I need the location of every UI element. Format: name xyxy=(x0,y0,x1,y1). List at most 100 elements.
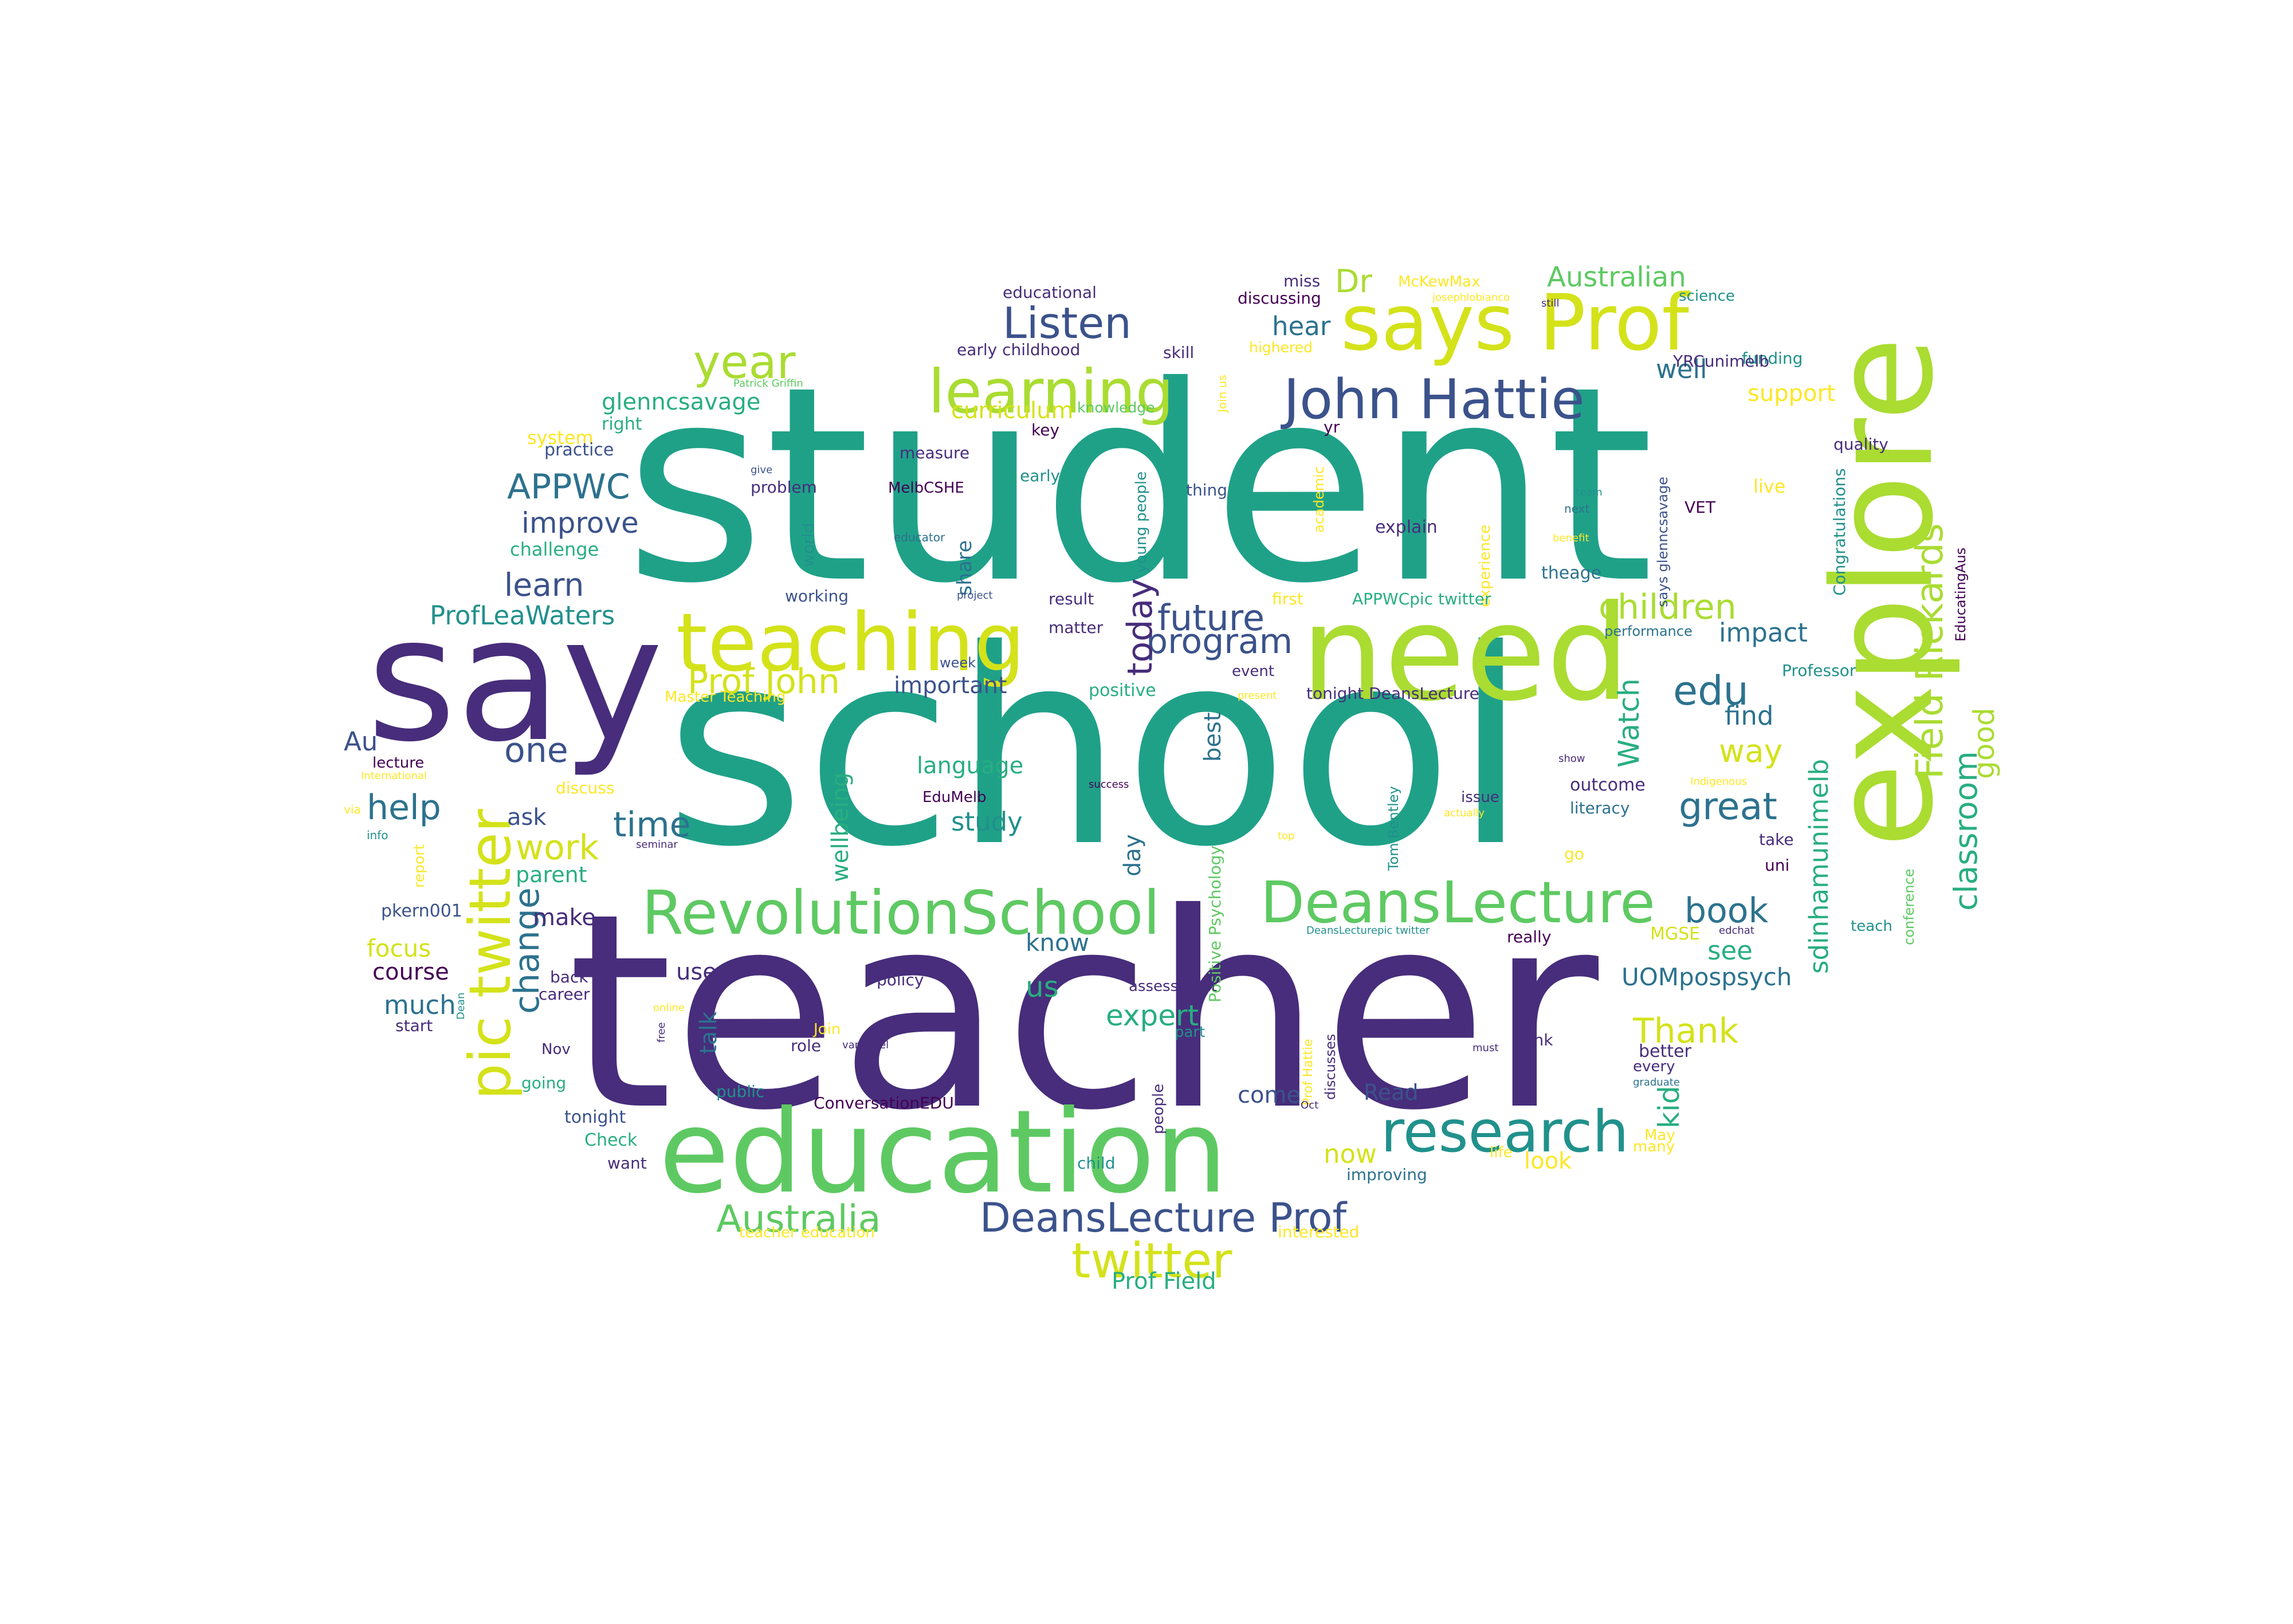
word-quality: quality xyxy=(1833,435,1888,454)
word-part: part xyxy=(1175,1024,1205,1041)
word-now: now xyxy=(1324,1139,1377,1169)
word-early-childhood: early childhood xyxy=(957,340,1080,359)
word-best: best xyxy=(1200,712,1226,762)
word-yrcunimelb: YRCunimelb xyxy=(1672,352,1769,371)
word-thing: thing xyxy=(1186,481,1227,500)
word-year: year xyxy=(693,336,796,389)
word-international: International xyxy=(361,770,427,782)
word-show: show xyxy=(1558,753,1585,765)
word-learning: learning xyxy=(928,357,1173,427)
word-kid: kid xyxy=(1652,1086,1686,1128)
word-au: Au xyxy=(344,726,378,757)
word-next: next xyxy=(1564,502,1589,516)
word-learn: learn xyxy=(504,567,584,603)
word-actually: actually xyxy=(1444,807,1485,819)
word-knowledge: knowledge xyxy=(1077,399,1155,416)
word-child: child xyxy=(1077,1154,1115,1173)
word-teacher: teacher xyxy=(567,856,1601,1169)
word-deanslecturepic-twitter: DeansLecturepic twitter xyxy=(1306,925,1430,937)
word-profleawaters: ProfLeaWaters xyxy=(430,600,615,631)
word-make: make xyxy=(533,905,596,931)
word-practice: practice xyxy=(544,440,614,460)
word-student: student xyxy=(625,329,1654,642)
word-edchat: edchat xyxy=(1719,925,1754,937)
word-impact: impact xyxy=(1719,618,1808,648)
word-future: future xyxy=(1157,597,1265,639)
word-look: look xyxy=(1524,1148,1572,1174)
word-watch: Watch xyxy=(1612,678,1646,768)
word-success: success xyxy=(1089,778,1129,791)
word-skill: skill xyxy=(1163,343,1194,362)
word-parent: parent xyxy=(516,862,587,887)
word-think: think xyxy=(1513,1031,1553,1049)
word-every: every xyxy=(1633,1058,1675,1075)
word-curriculum: curriculum xyxy=(951,398,1073,424)
word-funding: funding xyxy=(1742,349,1803,368)
word-know: know xyxy=(1026,929,1089,957)
word-yr: yr xyxy=(1324,418,1340,437)
word-sdinhamunimelb: sdinhamunimelb xyxy=(1804,759,1834,974)
word-project: project xyxy=(957,589,992,601)
word-master-teaching: Master Teaching xyxy=(665,689,786,706)
word-problem: problem xyxy=(751,478,817,497)
word-classroom: classroom xyxy=(1948,751,1984,911)
word-key: key xyxy=(1031,420,1059,439)
word-australia: Australia xyxy=(716,1198,881,1241)
word-discussing: discussing xyxy=(1238,289,1321,308)
word-explore: explore xyxy=(1803,337,1964,848)
word-prof-john: Prof John xyxy=(688,662,840,702)
word-glenncsavage: glenncsavage xyxy=(602,389,760,415)
word-good: good xyxy=(1968,707,2001,779)
word-support: support xyxy=(1748,380,1836,407)
word-edumelb: EduMelb xyxy=(922,789,987,806)
word-result: result xyxy=(1049,589,1094,608)
word-dean: Dean xyxy=(455,993,467,1020)
word-educational: educational xyxy=(1003,283,1097,302)
word-may: May xyxy=(1644,1127,1675,1144)
word-hear: hear xyxy=(1272,311,1331,341)
word-going: going xyxy=(521,1074,566,1092)
word-tonight-deanslecture: tonight DeansLecture xyxy=(1306,684,1479,703)
word-today: today xyxy=(1120,578,1160,676)
word-positive: positive xyxy=(1089,681,1156,701)
word-talk: talk xyxy=(696,1011,722,1054)
word-oct: Oct xyxy=(1301,1099,1318,1111)
word-live: live xyxy=(1753,475,1785,497)
word-online: online xyxy=(653,1002,685,1014)
word-teacher-education: teacher education xyxy=(739,1224,875,1241)
word-twitter: twitter xyxy=(1071,1233,1232,1289)
word-better: better xyxy=(1639,1041,1691,1061)
word-edu: edu xyxy=(1673,667,1749,714)
word-time: time xyxy=(613,805,691,845)
word-day: day xyxy=(1120,834,1146,876)
word-listen: Listen xyxy=(1003,298,1132,348)
word-use: use xyxy=(676,959,717,985)
word-appwcpic-twitter: APPWCpic twitter xyxy=(1352,589,1491,608)
word-deanslecture: DeansLecture xyxy=(1261,869,1655,936)
word-matter: matter xyxy=(1049,618,1104,637)
word-prof-field: Prof Field xyxy=(1112,1268,1216,1295)
word-study: study xyxy=(951,807,1023,837)
word-ask: ask xyxy=(507,804,547,831)
word-present: present xyxy=(1238,690,1277,702)
word-josephlobianco: josephlobianco xyxy=(1432,292,1510,304)
word-need: need xyxy=(1301,577,1630,730)
word-performance: performance xyxy=(1604,623,1693,639)
word-people: people xyxy=(1150,1084,1167,1134)
word-issue: issue xyxy=(1461,789,1499,806)
word-start: start xyxy=(395,1016,433,1035)
word-dr: Dr xyxy=(1335,263,1372,300)
word-go: go xyxy=(1564,844,1584,863)
word-nov: Nov xyxy=(541,1041,571,1058)
word-congratulations: Congratulations xyxy=(1830,468,1849,596)
word-positive-psychology: Positive Psychology xyxy=(1206,846,1224,1002)
word-theage: theage xyxy=(1541,563,1601,583)
word-mckewmax: McKewMax xyxy=(1398,273,1481,290)
word-focus: focus xyxy=(367,934,431,962)
word-via: via xyxy=(344,803,361,816)
word-well: well xyxy=(1656,354,1707,384)
word-policy: policy xyxy=(877,970,924,989)
word-measure: measure xyxy=(900,443,969,462)
word-see: see xyxy=(1707,935,1753,966)
